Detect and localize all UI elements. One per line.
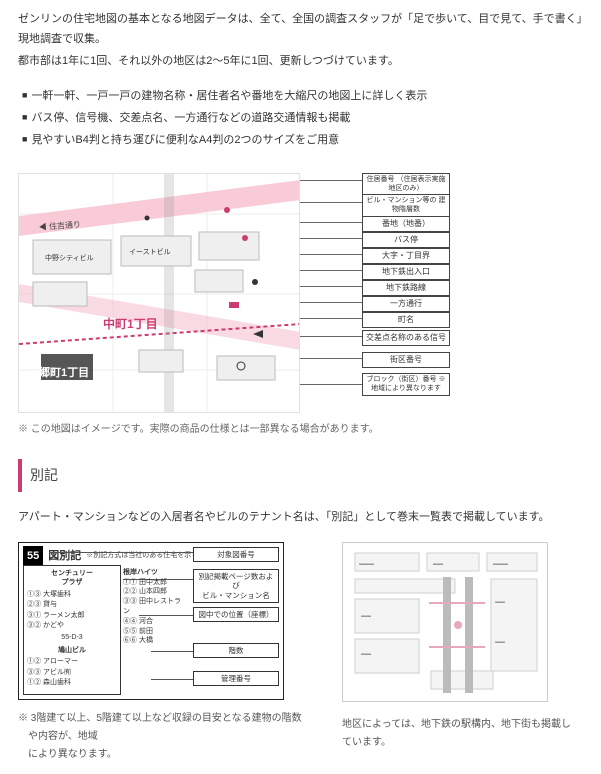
callout: 地下鉄路線 [362, 280, 450, 296]
legend-tag: 階数 [193, 643, 279, 658]
bekki-legend-card: 55 図別記 ※別記方式は当社のある住宅を示します センチュリー プラザ ①③ … [18, 542, 284, 700]
underground-note: 地区によっては、地下鉄の駅構内、地下街も掲載しています。 [342, 716, 572, 752]
intro-p2: 都市部は1年に1回、それ以外の地区は2～5年に1回、更新しつづけています。 [18, 52, 583, 72]
feature-list: 一軒一軒、一戸一戸の建物名称・居住者名や番地を大縮尺の地図上に詳しく表示 バス停… [22, 87, 583, 150]
svg-text:▬▬: ▬▬ [361, 651, 371, 657]
svg-text:中野シティビル: 中野シティビル [45, 253, 94, 262]
legend-tag: 図中での位置（座標） [193, 607, 279, 622]
intro-p1: ゼンリンの住宅地図の基本となる地図データは、全て、全国の調査スタッフが「足で歩い… [18, 10, 583, 50]
svg-text:▬▬: ▬▬ [361, 613, 371, 619]
svg-text:▬▬: ▬▬ [495, 639, 505, 645]
callout: ビル・マンション等の 建物階層数 [362, 194, 450, 218]
svg-text:▬▬▬: ▬▬▬ [359, 561, 374, 567]
callout: 大字・丁目界 [362, 248, 450, 264]
legend-building: 根岸ハイツ [123, 568, 185, 578]
callout: 一方通行 [362, 296, 450, 312]
callout: 住居番号 （住居表示実施地区のみ） [362, 173, 450, 197]
svg-text:▬▬: ▬▬ [433, 561, 443, 567]
callout: ブロック（街区）番号 ※地域により異なります [362, 373, 450, 397]
svg-text:▬▬: ▬▬ [495, 599, 505, 605]
feature-item: 見やすいB4判と持ち運びに便利なA4判の2つのサイズをご用意 [22, 131, 583, 151]
legend-building: センチュリー プラザ [27, 569, 117, 588]
map-callouts: 住居番号 （住居表示実施地区のみ） ビル・マンション等の 建物階層数 番地（地番… [300, 173, 450, 413]
feature-item: 一軒一軒、一戸一戸の建物名称・居住者名や番地を大縮尺の地図上に詳しく表示 [22, 87, 583, 107]
svg-text:▬▬▬: ▬▬▬ [493, 561, 508, 567]
intro-text: ゼンリンの住宅地図の基本となる地図データは、全て、全国の調査スタッフが「足で歩い… [18, 10, 583, 71]
district-label: 郷町1丁目 [39, 364, 89, 384]
callout: 地下鉄出入口 [362, 264, 450, 280]
legend-title: 図別記 [48, 547, 81, 567]
callout: 交差点名称のある信号 [362, 330, 450, 346]
callout: 番地（地番） [362, 216, 450, 232]
feature-item: バス停、信号機、交差点名、一方通行などの道路交通情報も掲載 [22, 109, 583, 129]
district-label: 中町1丁目 [103, 314, 158, 336]
legend-tag: 管理番号 [193, 671, 279, 686]
callout: バス停 [362, 232, 450, 248]
bekki-description: アパート・マンションなどの入居者名やビルのテナント名は、「別記」として巻末一覧表… [18, 508, 583, 528]
callout: 街区番号 [362, 352, 450, 368]
sample-map-figure: ◀ 住吉通り 中野シティビル イーストビル 中町1丁目 郷町1丁目 住居番号 （… [18, 173, 450, 413]
section-heading-bekki: 別記 [18, 459, 583, 492]
underground-map-image: ▬▬▬ ▬▬ ▬▬▬ ▬▬ ▬▬ ▬▬ ▬▬ [342, 542, 548, 702]
legend-building: 鳩山ビル [27, 646, 117, 655]
bekki-subnote: ※ 3階建て以上、5階建て以上など収録の目安となる建物の階数や内容が、地域 によ… [18, 710, 308, 764]
svg-text:イーストビル: イーストビル [129, 247, 171, 256]
sample-map-image: ◀ 住吉通り 中野シティビル イーストビル 中町1丁目 郷町1丁目 [18, 173, 300, 413]
map-note: ※ この地図はイメージです。実際の商品の仕様とは一部異なる場合があります。 [18, 421, 583, 439]
legend-tag: 別記掲載ページ数および ビル・マンション名 [193, 569, 279, 603]
legend-tag: 対象図番号 [193, 547, 279, 562]
callout: 町名 [362, 312, 450, 328]
